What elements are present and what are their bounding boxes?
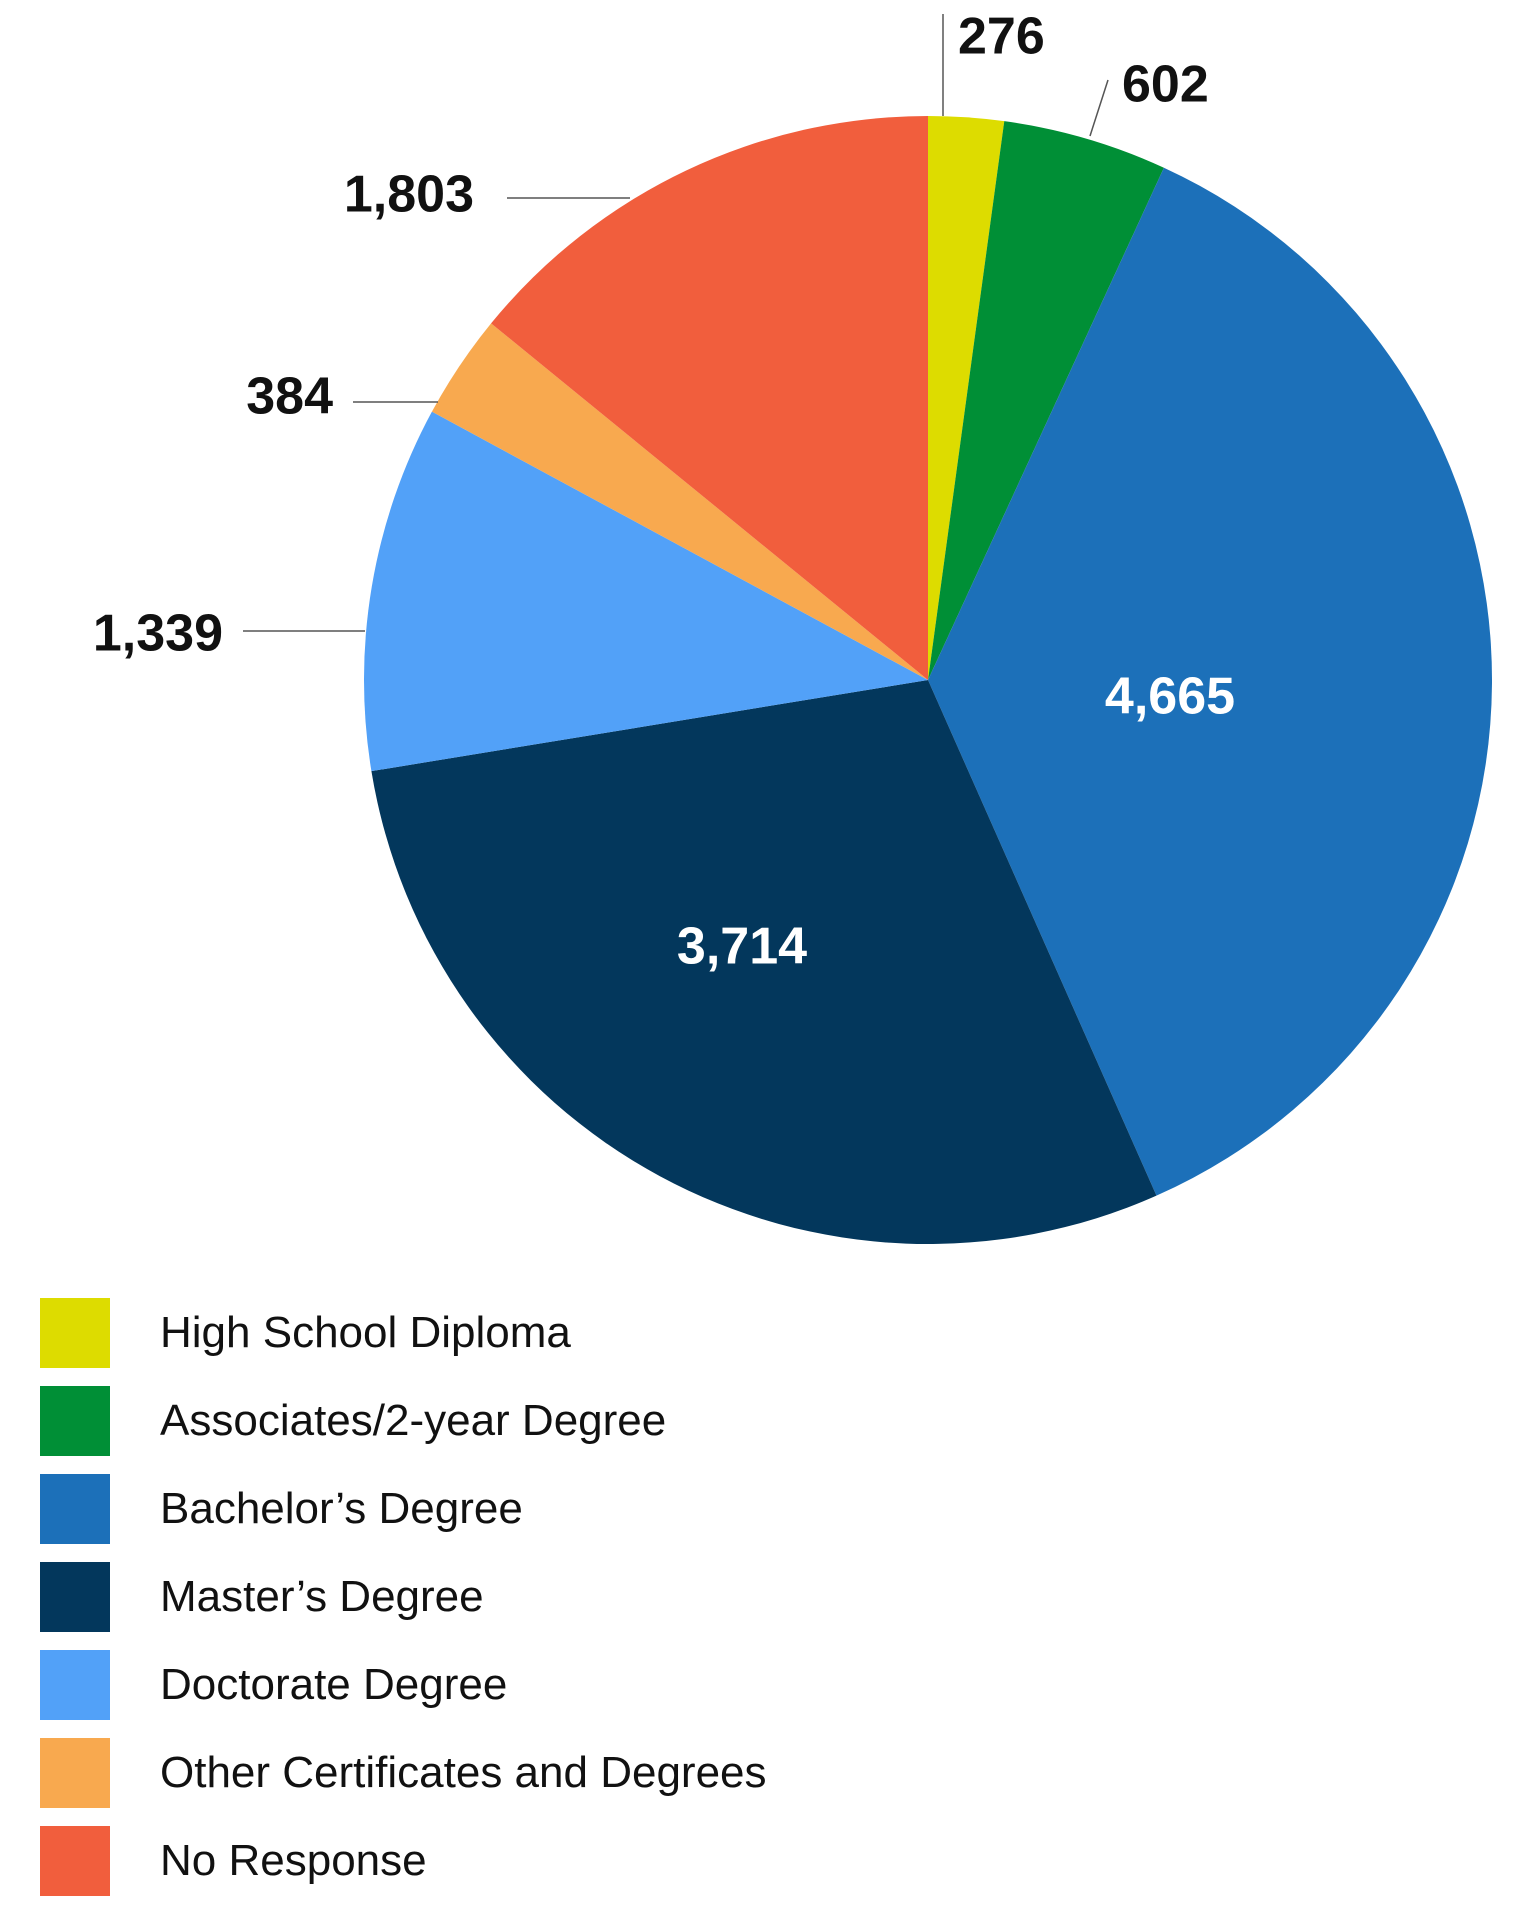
pie-slice-associates-2-year-degree [928, 121, 1164, 681]
legend-label-associates-degree: Associates/2-year Degree [160, 1396, 667, 1445]
legend-swatch-bachelors-degree [40, 1474, 110, 1544]
legend-swatch-other-certificates [40, 1738, 110, 1808]
legend-swatch-masters-degree [40, 1562, 110, 1632]
pie-slice-bachelors-degree [928, 167, 1493, 1196]
legend-item-associates-degree: Associates/2-year Degree [40, 1386, 1040, 1456]
legend-label-other-certificates: Other Certificates and Degrees [160, 1748, 767, 1797]
legend-label-no-response: No Response [160, 1836, 427, 1885]
legend-swatch-doctorate-degree [40, 1650, 110, 1720]
data-label-high-school-diploma: 276 [958, 8, 1045, 66]
legend-swatch-high-school-diploma [40, 1298, 110, 1368]
pie-slice-masters-degree [371, 680, 1157, 1245]
legend-item-high-school-diploma: High School Diploma [40, 1298, 1040, 1368]
legend-swatch-no-response [40, 1826, 110, 1896]
leader-line-associates-2-year-degree [1089, 79, 1109, 137]
data-label-other-certificates-and-degrees: 384 [246, 368, 333, 426]
legend-label-bachelors-degree: Bachelor’s Degree [160, 1484, 523, 1533]
data-labels: 276 602 4,665 3,714 1,339 384 1,803 [93, 8, 1235, 976]
pie-slices [363, 116, 1493, 1245]
data-label-masters-degree: 3,714 [677, 918, 807, 976]
legend-label-doctorate-degree: Doctorate Degree [160, 1660, 508, 1709]
legend-label-high-school-diploma: High School Diploma [160, 1308, 571, 1357]
pie-plot-area: 276 602 4,665 3,714 1,339 384 1,803 [93, 8, 1493, 1245]
legend-item-doctorate-degree: Doctorate Degree [40, 1650, 1040, 1720]
data-label-associates-2-year-degree: 602 [1122, 56, 1209, 114]
data-label-no-response: 1,803 [344, 166, 474, 224]
legend-label-masters-degree: Master’s Degree [160, 1572, 484, 1621]
pie-slice-no-response [491, 116, 928, 680]
data-label-bachelors-degree: 4,665 [1105, 668, 1235, 726]
legend-item-no-response: No Response [40, 1826, 1040, 1896]
legend-swatch-associates-degree [40, 1386, 110, 1456]
legend-item-masters-degree: Master’s Degree [40, 1562, 1040, 1632]
pie-slice-high-school-diploma [928, 116, 1005, 680]
pie-slice-other-certificates-and-degrees [431, 323, 928, 680]
leader-lines [243, 14, 1109, 632]
data-label-doctorate-degree: 1,339 [93, 605, 223, 663]
legend: High School Diploma Associates/2-year De… [40, 1298, 1040, 1914]
pie-slice-doctorate-degree [363, 411, 928, 772]
legend-item-other-certificates: Other Certificates and Degrees [40, 1738, 1040, 1808]
legend-item-bachelors-degree: Bachelor’s Degree [40, 1474, 1040, 1544]
